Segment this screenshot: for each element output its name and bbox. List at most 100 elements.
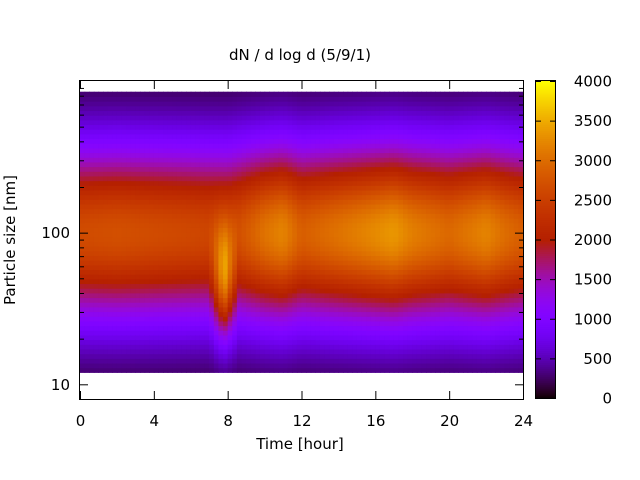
heatmap-cell [112,143,118,149]
heatmap-cell [264,115,270,121]
heatmap-cell [426,194,432,200]
heatmap-cell [366,175,372,182]
heatmap-cell [135,199,141,205]
heatmap-cell [301,325,307,331]
heatmap-cell [167,264,173,271]
heatmap-cell [107,269,113,275]
heatmap-cell [324,297,330,303]
heatmap-cell [407,166,413,172]
heatmap-cell [306,157,312,163]
heatmap-cell [126,166,132,172]
heatmap-cell [430,171,436,177]
heatmap-cell [176,203,183,210]
heatmap-cell [103,222,109,228]
heatmap-cell [296,358,303,364]
heatmap-cell [329,274,335,280]
heatmap-cell [449,105,455,112]
heatmap-cell [324,105,330,112]
heatmap-cell [458,110,464,116]
heatmap-cell [199,222,206,228]
heatmap-cell [430,124,436,130]
heatmap-cell [370,101,376,107]
heatmap-cell [366,255,372,261]
heatmap-cell [163,236,169,242]
heatmap-cell [195,325,201,331]
heatmap-cell [296,292,303,299]
heatmap-cell [149,171,155,177]
heatmap-cell [186,213,192,219]
heatmap-cell [352,208,358,214]
heatmap-cell [296,152,303,158]
heatmap-cell [439,185,446,191]
heatmap-cell [361,344,367,350]
heatmap-cell [292,138,298,144]
heatmap-cell [412,264,418,271]
heatmap-cell [306,250,312,256]
heatmap-cell [458,208,464,214]
heatmap-cell [112,105,118,112]
heatmap-cell [283,110,289,116]
heatmap-cell [453,180,459,186]
heatmap-cell [80,203,86,210]
heatmap-cell [213,283,220,289]
heatmap-cell [398,199,404,205]
heatmap-cell [186,199,192,205]
heatmap-cell [287,147,293,154]
heatmap-cell [241,161,247,168]
heatmap-cell [301,278,307,285]
heatmap-cell [209,278,215,285]
heatmap-cell [116,119,123,126]
heatmap-cell [190,115,196,121]
heatmap-cell [301,110,307,116]
heatmap-cell [310,330,316,336]
heatmap-cell [269,260,275,266]
heatmap-cell [135,157,141,163]
heatmap-cell [393,194,399,200]
heatmap-cell [264,217,270,224]
heatmap-cell [103,124,109,130]
heatmap-cell [98,311,104,317]
heatmap-cell [347,232,353,238]
heatmap-cell [209,129,215,135]
heatmap-cell [204,339,210,345]
heatmap-cell [384,353,390,359]
heatmap-cell [379,264,386,271]
heatmap-cell [366,91,372,97]
heatmap-cell [135,203,141,210]
heatmap-cell [393,260,399,266]
heatmap-cell [255,199,261,205]
heatmap-cell [176,199,183,205]
heatmap-cell [296,325,303,331]
heatmap-cell [407,105,413,112]
heatmap-cell [209,358,215,364]
heatmap-cell [172,246,178,252]
heatmap-cell [135,175,141,182]
heatmap-cell [204,110,210,116]
heatmap-cell [246,166,252,172]
heatmap-cell [315,152,321,158]
heatmap-cell [347,316,353,322]
heatmap-cell [186,147,192,154]
heatmap-cell [398,236,404,242]
heatmap-cell [213,297,220,303]
heatmap-cell [126,217,132,224]
heatmap-cell [144,278,150,285]
heatmap-cell [209,246,215,252]
heatmap-cell [347,288,353,294]
heatmap-cell [398,264,404,271]
heatmap-cell [209,232,215,238]
heatmap-cell [227,101,233,107]
heatmap-cell [250,157,256,163]
heatmap-cell [273,175,280,182]
heatmap-cell [315,302,321,308]
heatmap-cell [89,320,95,327]
heatmap-cell [449,91,455,97]
heatmap-cell [352,330,358,336]
heatmap-cell [398,180,404,186]
heatmap-cell [250,147,256,154]
heatmap-cell [329,344,335,350]
heatmap-cell [278,358,284,364]
heatmap-cell [384,311,390,317]
heatmap-cell [195,358,201,364]
heatmap-cell [158,124,164,130]
